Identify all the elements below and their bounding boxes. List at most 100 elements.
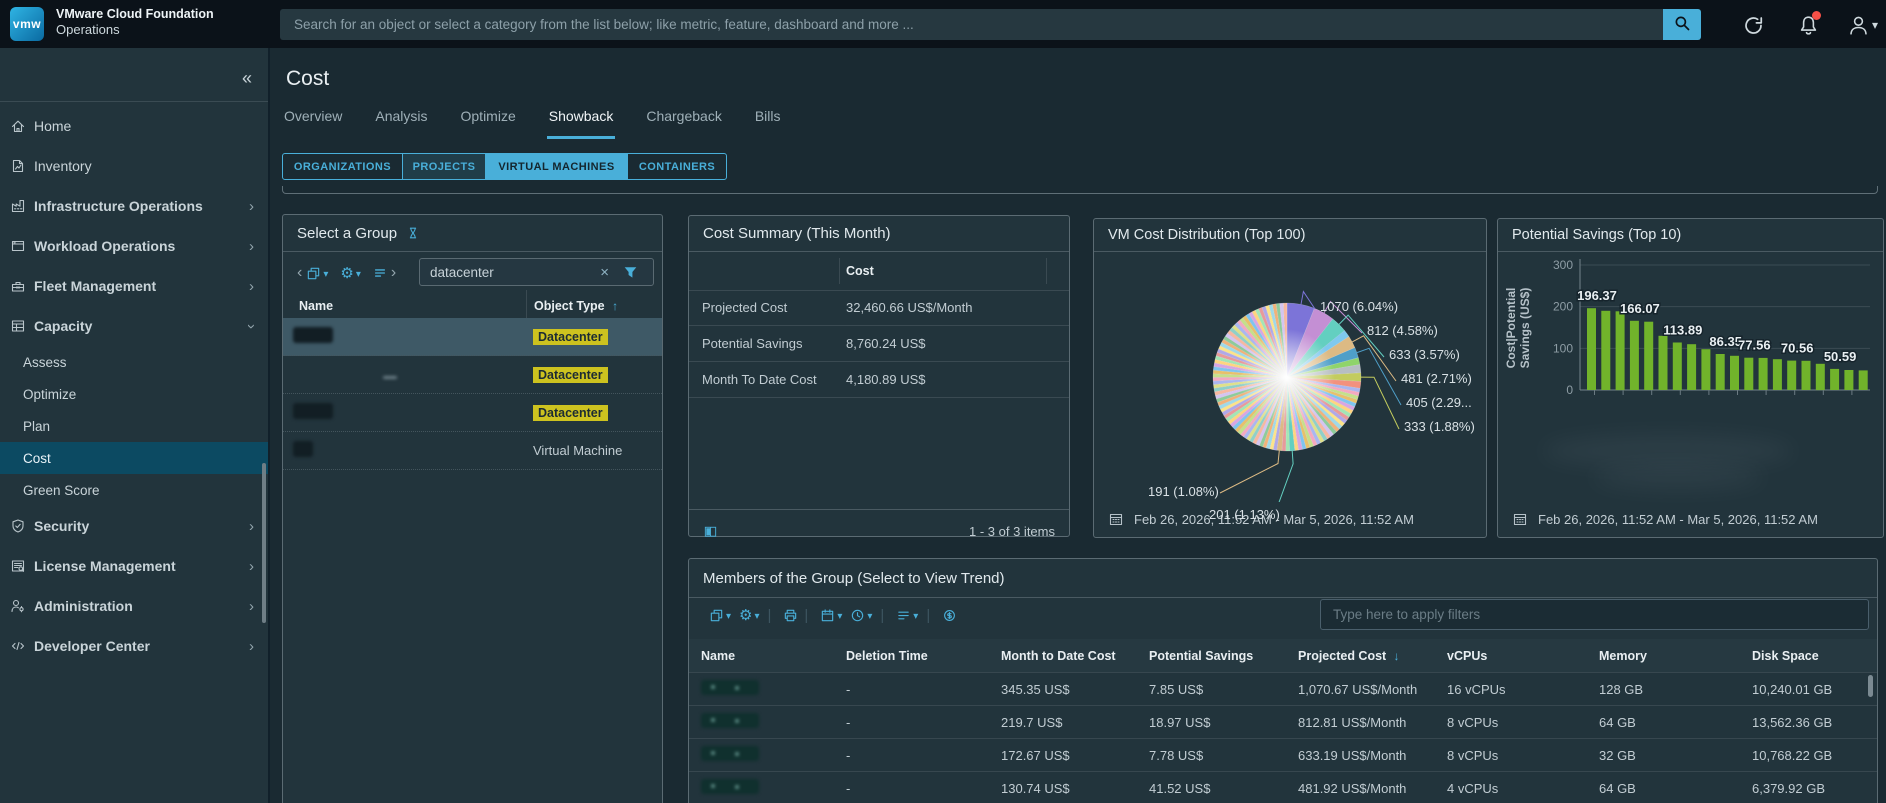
redacted-axis-labels: [1543, 434, 1793, 468]
scroll-right-icon[interactable]: ›: [390, 264, 397, 281]
members-column-header-projected-cost[interactable]: Projected Cost ↓: [1298, 648, 1400, 663]
members-column-header-name[interactable]: Name: [701, 648, 736, 663]
pie-slice-label: 201 (1.13%): [1209, 507, 1280, 522]
list-icon[interactable]: [373, 266, 387, 280]
column-header-object-type[interactable]: Object Type ↑: [534, 299, 619, 313]
brand-line1: VMware Cloud Foundation: [56, 7, 214, 21]
sidebar-item-home[interactable]: Home: [0, 106, 268, 146]
group-filter-value: datacenter: [430, 264, 494, 280]
sidebar-collapse-button[interactable]: «: [241, 68, 252, 88]
sidebar-item-capacity[interactable]: Capacity ›: [0, 306, 268, 346]
members-filter-input[interactable]: [1320, 599, 1869, 630]
group-row-name: [283, 403, 526, 422]
tab-overview[interactable]: Overview: [284, 108, 343, 124]
members-column-header-potential-savings[interactable]: Potential Savings: [1149, 648, 1254, 663]
sort-desc-icon: ↓: [1390, 648, 1400, 663]
group-panel-title: Select a Group: [297, 224, 398, 242]
columns-icon[interactable]: [703, 524, 718, 539]
members-table-row[interactable]: - 219.7 US$ 18.97 US$ 812.81 US$/Month 8 vCP…: [689, 706, 1877, 739]
list-icon[interactable]: [896, 608, 911, 623]
members-cell-mtd_cost: 219.7 US$: [1001, 714, 1063, 730]
chevron-down-icon[interactable]: ▾: [726, 611, 732, 622]
members-column-header-vcpus[interactable]: vCPUs: [1447, 648, 1488, 663]
sidebar-item-assess[interactable]: Assess: [0, 346, 268, 378]
members-column-header-disk-space[interactable]: Disk Space: [1752, 648, 1819, 663]
chevron-down-icon[interactable]: ▾: [323, 268, 329, 280]
scroll-left-icon[interactable]: ‹: [297, 264, 303, 281]
filter-funnel-icon[interactable]: [622, 264, 639, 284]
tab-bills[interactable]: Bills: [754, 108, 781, 124]
column-header-name[interactable]: Name: [299, 299, 334, 313]
cost-summary-label: Month To Date Cost: [702, 372, 817, 387]
column-header-cost[interactable]: Cost: [846, 264, 874, 278]
tab-showback[interactable]: Showback: [546, 104, 616, 139]
security-icon: [10, 518, 26, 534]
subtab-organizations[interactable]: ORGANIZATIONS: [283, 154, 403, 179]
vmware-logo: vmw: [10, 7, 44, 41]
sidebar-item-administration[interactable]: Administration ›: [0, 586, 268, 626]
group-table-row[interactable]: Datacenter: [283, 318, 662, 356]
group-table-row[interactable]: Virtual Machine: [283, 432, 662, 470]
sidebar-item-developer-center[interactable]: Developer Center ›: [0, 626, 268, 666]
gear-icon[interactable]: ⚙: [739, 607, 753, 624]
refresh-icon[interactable]: [1741, 13, 1765, 37]
members-table-row[interactable]: - 172.67 US$ 7.78 US$ 633.19 US$/Month 8 vCP…: [689, 739, 1877, 772]
clear-filter-icon[interactable]: ×: [600, 263, 609, 281]
pie-chart[interactable]: [1094, 252, 1486, 517]
search-button[interactable]: [1663, 9, 1701, 40]
brand-line2: Operations: [56, 22, 120, 38]
sidebar-item-workload-operations[interactable]: Workload Operations ›: [0, 226, 268, 266]
members-cell-vcpus: 8 vCPUs: [1447, 747, 1499, 763]
gear-icon[interactable]: ⚙: [340, 264, 354, 282]
page-title: Cost: [286, 67, 330, 90]
tab-analysis[interactable]: Analysis: [375, 108, 428, 124]
chevron-down-icon[interactable]: ▾: [355, 268, 361, 280]
members-scrollbar-thumb[interactable]: [1868, 675, 1873, 697]
sidebar-item-cost[interactable]: Cost: [0, 442, 268, 474]
chevron-right-icon: ›: [249, 517, 254, 535]
group-table-row[interactable]: Datacenter: [283, 394, 662, 432]
sidebar-item-optimize[interactable]: Optimize: [0, 378, 268, 410]
toolbar-divider: |: [804, 607, 809, 624]
redacted-name: [701, 713, 759, 728]
group-filter-input[interactable]: datacenter ×: [419, 258, 654, 286]
members-column-header-deletion-time[interactable]: Deletion Time: [846, 648, 928, 663]
members-table-row[interactable]: - 345.35 US$ 7.85 US$ 1,070.67 US$/Month 16 …: [689, 673, 1877, 706]
window-icon[interactable]: [709, 608, 724, 623]
tab-optimize[interactable]: Optimize: [460, 108, 516, 124]
window-icon[interactable]: [306, 266, 321, 281]
subtab-virtual-machines[interactable]: VIRTUAL MACHINES: [486, 154, 628, 179]
sidebar-item-security[interactable]: Security ›: [0, 506, 268, 546]
user-icon[interactable]: [1846, 13, 1870, 37]
members-column-header-memory[interactable]: Memory: [1599, 648, 1647, 663]
group-table-row[interactable]: Datacenter: [283, 356, 662, 394]
members-cell-mtd_cost: 130.74 US$: [1001, 780, 1070, 796]
svg-text:86.35: 86.35: [1709, 334, 1742, 349]
members-column-header-month-to-date-cost[interactable]: Month to Date Cost: [1001, 648, 1116, 663]
sidebar-item-green-score[interactable]: Green Score: [0, 474, 268, 506]
sidebar-item-infrastructure-operations[interactable]: Infrastructure Operations ›: [0, 186, 268, 226]
sidebar-item-inventory[interactable]: Inventory: [0, 146, 268, 186]
sidebar-item-plan[interactable]: Plan: [0, 410, 268, 442]
subtab-containers[interactable]: CONTAINERS: [638, 160, 716, 173]
subtab-projects[interactable]: PROJECTS: [403, 154, 486, 179]
members-table-row[interactable]: - 130.74 US$ 41.52 US$ 481.92 US$/Month 4 vC…: [689, 772, 1877, 803]
chevron-down-icon[interactable]: ▾: [913, 611, 919, 622]
user-menu-chevron-icon[interactable]: ▾: [1872, 18, 1879, 32]
global-search-input[interactable]: [280, 9, 1663, 40]
printer-icon[interactable]: [783, 608, 798, 623]
cost-summary-value: 32,460.66 US$/Month: [846, 300, 973, 315]
bar-chart[interactable]: 300 200 100 0 196.37 166.07 113.89 86.35 77.56 70…: [1498, 252, 1883, 502]
chevron-down-icon[interactable]: ▾: [867, 611, 873, 622]
sidebar-item-license-management[interactable]: License Management ›: [0, 546, 268, 586]
calendar-icon[interactable]: [820, 608, 835, 623]
tab-chargeback[interactable]: Chargeback: [646, 108, 722, 124]
clock-icon[interactable]: [850, 608, 865, 623]
recalc-icon[interactable]: [942, 608, 957, 623]
chevron-down-icon[interactable]: ▾: [837, 611, 843, 622]
sidebar-item-fleet-management[interactable]: Fleet Management ›: [0, 266, 268, 306]
sidebar-scrollbar-thumb[interactable]: [262, 463, 266, 623]
notifications-bell-icon[interactable]: [1796, 11, 1821, 37]
chevron-down-icon[interactable]: ▾: [754, 611, 760, 622]
pie-slice-label: 1070 (6.04%): [1320, 299, 1399, 314]
